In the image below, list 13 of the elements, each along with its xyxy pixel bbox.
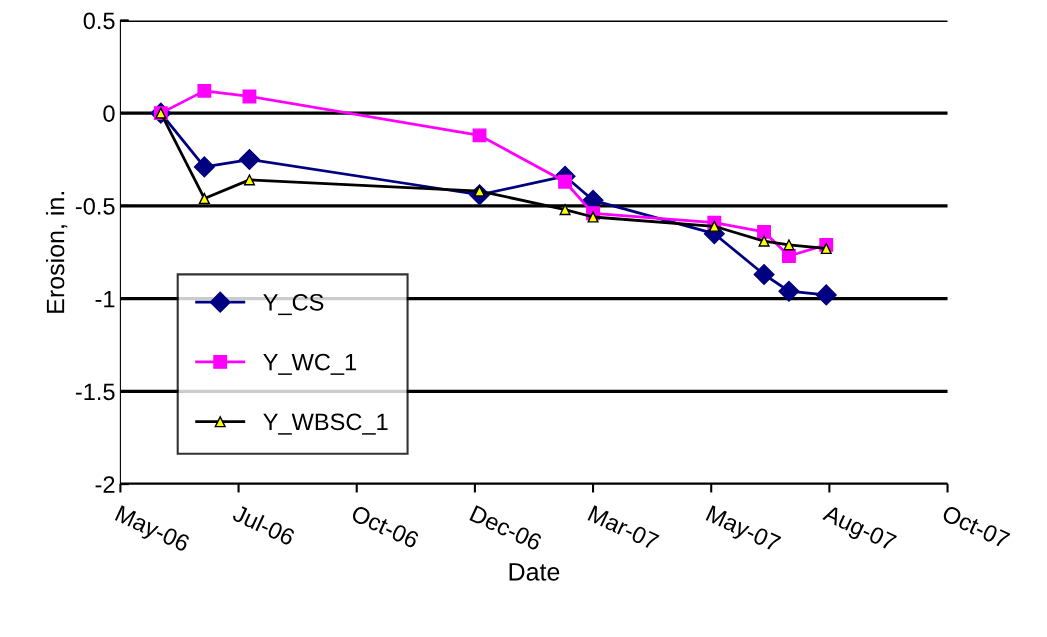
legend-label: Y_WC_1 bbox=[263, 353, 357, 375]
y-tick-label: -2 bbox=[95, 476, 115, 493]
x-tick-label: Oct-07 bbox=[941, 504, 1011, 549]
y-tick-label: -1.5 bbox=[75, 383, 115, 401]
x-tick-label: Jul-06 bbox=[231, 503, 296, 547]
y-tick-label: -0.5 bbox=[75, 197, 115, 215]
y-axis-title: Erosion, in. bbox=[46, 192, 68, 313]
legend-label: Y_WBSC_1 bbox=[263, 413, 388, 435]
x-axis-title: Date bbox=[509, 563, 560, 581]
legend-label: Y_CS bbox=[263, 293, 324, 316]
y-tick-label: 0.5 bbox=[83, 12, 115, 30]
y-tick-label: 0 bbox=[103, 105, 115, 122]
y-tick-label: -1 bbox=[95, 290, 115, 308]
